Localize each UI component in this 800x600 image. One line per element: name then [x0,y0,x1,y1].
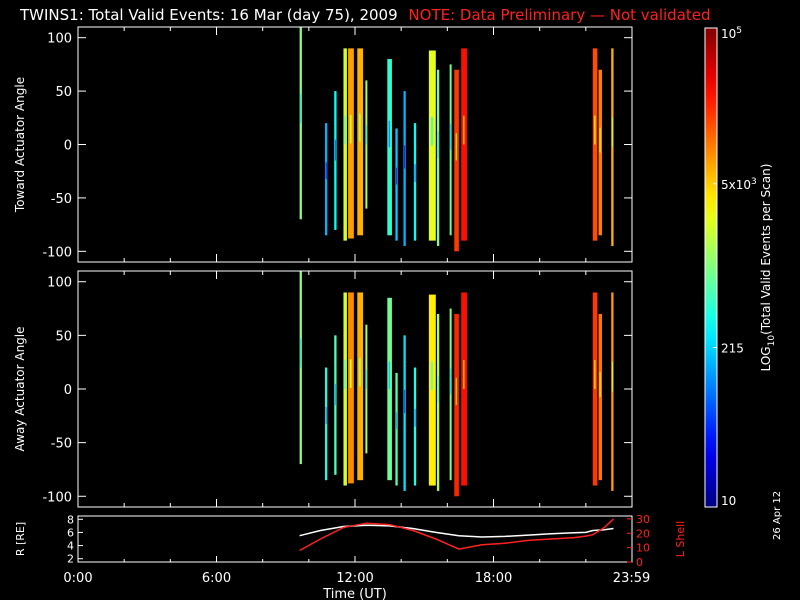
data-stripe [450,124,452,150]
data-stripe [599,127,601,153]
y-tick-label: -100 [42,490,72,505]
y-tick-label: 50 [55,329,72,344]
data-stripe [404,389,406,414]
panel-frame [77,270,633,508]
y-axis-label: Toward Actuator Angle [13,77,27,213]
data-stripe [344,360,346,389]
panel-frame [77,26,633,263]
colorbar-label: LOG10(Total Valid Events per Scan) [759,164,777,372]
data-stripe [611,361,613,392]
x-tick-label: 18:00 [475,571,512,586]
y-right-tick-label: 30 [636,513,650,526]
data-stripe [414,164,416,182]
data-stripe [349,359,352,388]
data-stripe [404,145,406,169]
y-tick-label: 2 [67,553,74,566]
orbit-series-left [299,524,614,538]
colorbar-tick-label: 105 [721,26,742,41]
y-tick-label: 8 [67,513,74,526]
title: TWINS1: Total Valid Events: 16 Mar (day … [20,6,717,24]
x-tick-label: 12:00 [336,571,373,586]
x-tick-label: 6:00 [202,571,231,586]
data-stripe [450,368,452,395]
data-stripe [299,271,302,465]
y-tick-label: 6 [67,526,74,539]
data-stripe [396,167,398,185]
data-stripe [325,162,327,180]
y-tick-label: 50 [55,85,72,100]
data-stripe [334,139,336,161]
data-stripe [334,384,336,406]
y-tick-label: 0 [64,383,72,398]
data-stripe [428,294,436,486]
y-axis-label: R [RE] [14,522,27,556]
colorbar [704,27,718,508]
data-stripe [462,115,465,145]
title-note: NOTE: Data Preliminary — Not validated [408,6,711,24]
y-right-tick-label: 0 [636,556,643,569]
data-stripe [455,133,458,161]
y-axis-label: Away Actuator Angle [13,326,27,451]
data-stripe [454,69,459,252]
data-stripe [414,408,416,427]
data-stripe [396,412,398,430]
y-tick-label: 100 [47,32,72,47]
data-stripe [388,361,391,389]
data-stripe [359,113,361,142]
data-stripe [388,120,391,148]
y-right-tick-label: 10 [636,542,650,555]
data-stripe [365,125,367,145]
data-stripe [359,358,361,387]
data-stripe [325,406,327,424]
title-main: TWINS1: Total Valid Events: 16 Mar (day … [20,6,398,24]
data-stripe [430,361,434,391]
data-stripe [334,91,337,230]
data-stripe [349,114,352,144]
data-stripe [300,94,302,124]
y-tick-label: 4 [67,540,74,553]
y-right-axis-label: L Shell [674,521,687,557]
y-tick-label: -50 [51,192,72,207]
data-stripe [611,117,613,148]
data-stripe [430,117,434,146]
colorbar-tick-label: 5x103 [721,177,757,192]
y-tick-label: -100 [42,245,72,260]
colorbar-tick-label: 215 [721,341,744,355]
date-stamp: 26 Apr 12 [772,490,783,540]
y-tick-label: 0 [64,139,72,154]
x-axis-label: Time (UT) [322,587,387,600]
data-stripe [365,369,367,389]
data-stripe [348,292,354,484]
data-stripe [462,360,465,389]
orbit-series-right [299,518,615,552]
data-stripe [300,338,302,368]
y-tick-label: -50 [51,437,72,452]
y-right-tick-label: 20 [636,527,650,540]
data-stripe [594,360,596,389]
data-stripe [455,377,458,406]
y-tick-label: 100 [47,276,72,291]
data-stripe [437,131,439,158]
panel-away [299,271,614,497]
data-stripe [344,115,346,145]
panel-toward [299,27,614,252]
data-stripe [437,375,439,403]
data-stripe [599,372,601,398]
data-stripe [594,115,596,145]
colorbar-tick-label: 10 [721,494,736,508]
x-tick-label: 23:59 [613,571,650,586]
x-tick-label: 0:00 [63,571,92,586]
data-stripe [403,335,406,491]
